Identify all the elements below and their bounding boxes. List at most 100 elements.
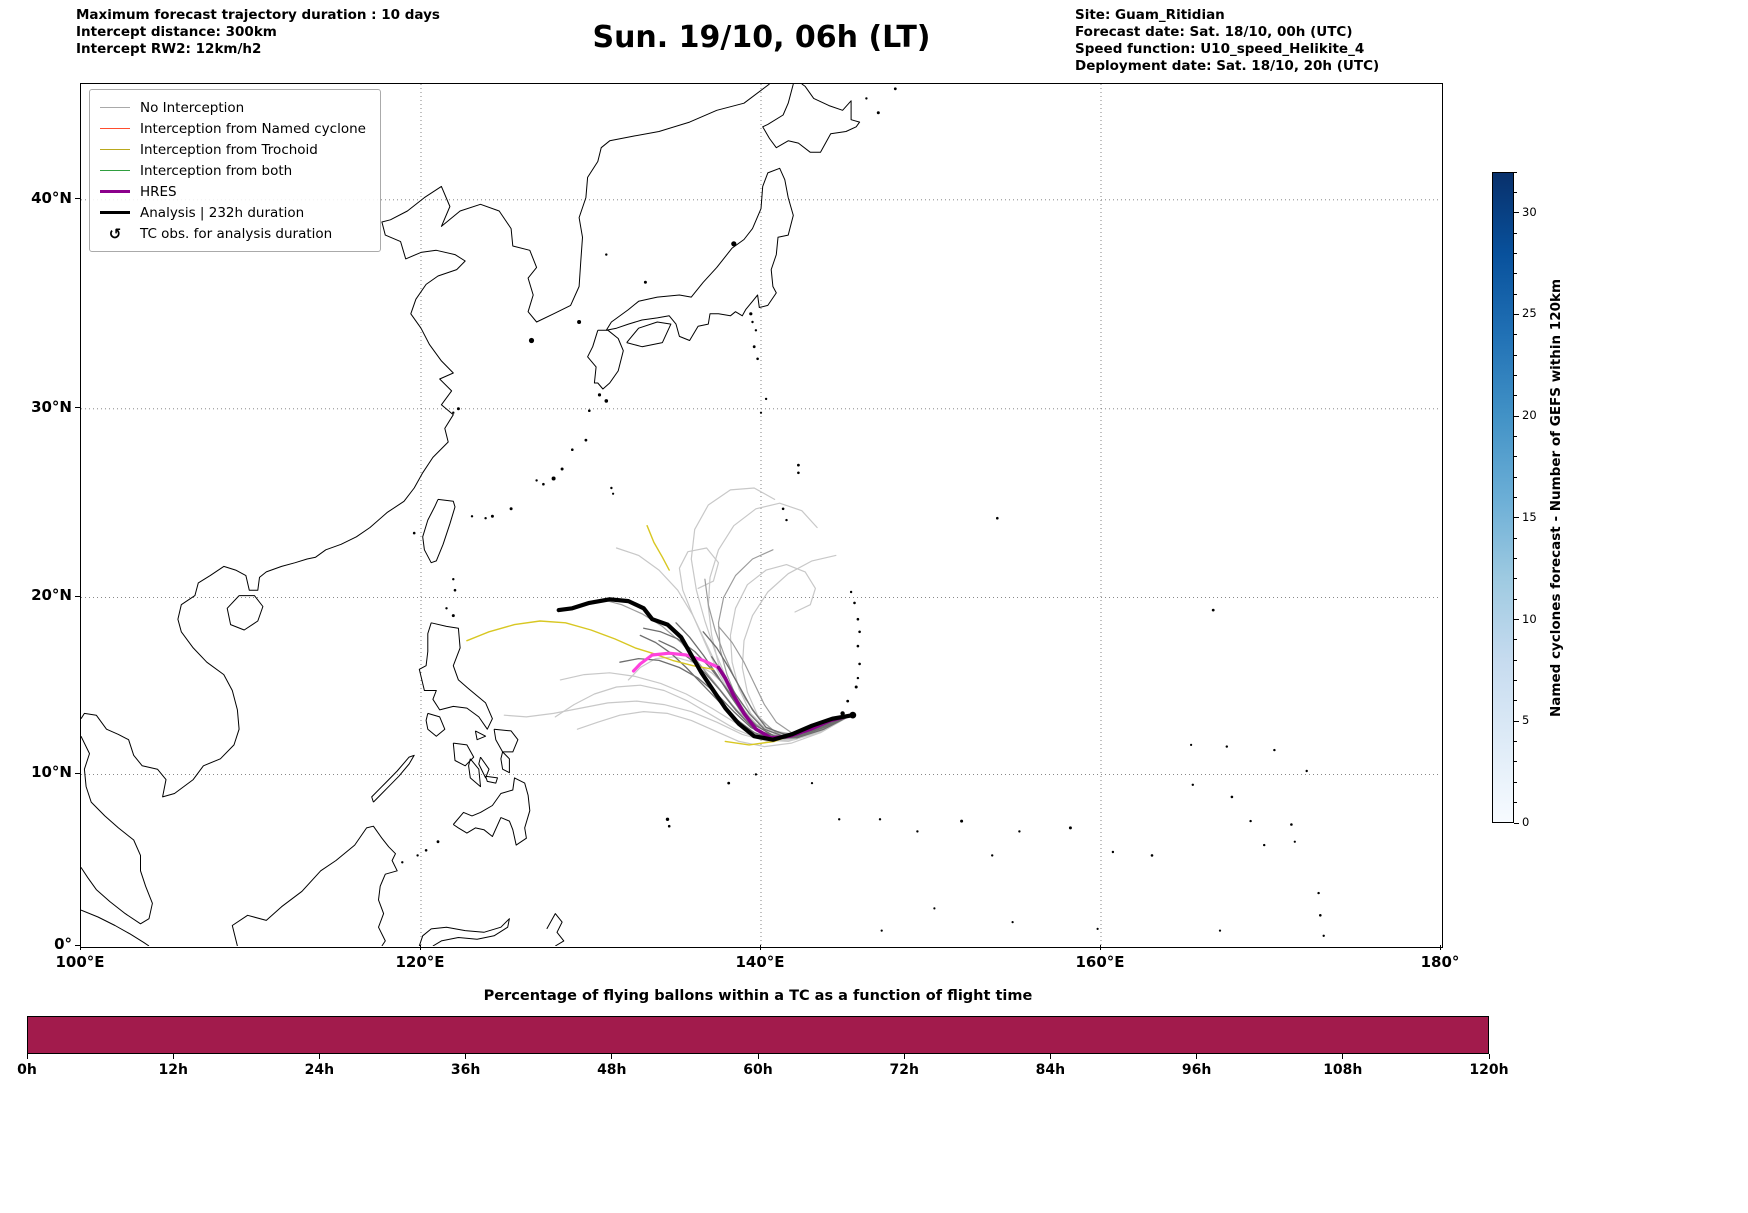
forecast-settings: Maximum forecast trajectory duration : 1… (76, 7, 440, 58)
legend-item-label: HRES (140, 183, 177, 200)
island-dot (1190, 743, 1193, 747)
island-dot (1018, 830, 1021, 833)
y-tick-label: 10°N (31, 763, 72, 782)
legend-item-label: TC obs. for analysis duration (140, 225, 333, 242)
island-dot (451, 614, 455, 618)
y-tick-label: 30°N (31, 397, 72, 416)
colorbar-tick-mark (1514, 171, 1517, 173)
bottom-tick-label: 120h (1469, 1062, 1509, 1078)
tc-obs-icon: ↺ (108, 224, 122, 243)
island-dot (436, 840, 440, 844)
bottom-tick-mark (172, 1054, 174, 1059)
trajectory-trochoid-2 (646, 525, 670, 571)
map-plot: No Interception Interception from Named c… (80, 83, 1443, 948)
colorbar-tick-label: 20 (1522, 408, 1537, 423)
y-tick-mark (75, 198, 80, 200)
legend-item-label: Interception from both (140, 162, 293, 179)
colorbar-tick-mark (1514, 802, 1517, 804)
island-dot (1011, 921, 1014, 924)
legend-item-label: Analysis | 232h duration (140, 204, 305, 221)
bottom-tick-mark (318, 1054, 320, 1059)
colorbar-tick-mark (1514, 293, 1517, 295)
colorbar-tick-mark (1514, 680, 1517, 682)
trajectory-gefs-light-03 (707, 502, 852, 741)
y-tick-label: 0° (54, 935, 72, 953)
coastline (81, 735, 153, 925)
max-trajectory-duration-text: Maximum forecast trajectory duration : 1… (76, 7, 440, 23)
colorbar-tick-mark (1514, 639, 1517, 641)
island-dot (933, 907, 936, 910)
island-dot (756, 357, 759, 361)
colorbar-tick-mark (1514, 191, 1517, 193)
trajectory-trochoid-1 (466, 620, 715, 670)
bottom-tick-label: 12h (158, 1062, 188, 1078)
island-dot (996, 516, 999, 520)
colorbar-tick-label: 5 (1522, 713, 1530, 728)
colorbar-tick-mark (1514, 273, 1517, 275)
bottom-tick-label: 48h (597, 1062, 627, 1078)
trajectory-analysis (556, 597, 855, 742)
island-dot (840, 711, 845, 716)
island-dot (665, 817, 670, 821)
colorbar-tick-mark (1514, 212, 1519, 214)
island-dot (597, 393, 602, 397)
island-dot (876, 111, 880, 115)
coastline (231, 825, 398, 946)
island-dot (1317, 891, 1320, 895)
coastline (474, 730, 487, 741)
island-dot (456, 407, 460, 411)
legend-line-swatch (100, 189, 130, 194)
island-dot (810, 782, 814, 785)
y-tick-mark (75, 944, 80, 946)
legend-line-swatch (100, 148, 130, 151)
island-dot (1211, 608, 1215, 612)
island-dot (604, 399, 609, 403)
trajectory-hres-extension (631, 651, 721, 673)
island-dot (856, 644, 860, 648)
island-dot (785, 518, 788, 522)
island-dot (667, 824, 671, 828)
island-dot (731, 241, 737, 247)
island-dot (571, 448, 574, 452)
coastline (468, 758, 481, 788)
colorbar-tick-mark (1514, 232, 1517, 234)
colorbar-tick-mark (1514, 497, 1517, 498)
colorbar-tick-mark (1514, 517, 1519, 519)
coastline (425, 712, 446, 737)
legend-item-label: Interception from Named cyclone (140, 120, 366, 137)
island-dot (854, 685, 858, 689)
coastline (493, 728, 519, 753)
colorbar-tick-mark (1514, 558, 1517, 560)
island-dot (610, 486, 613, 490)
island-dot (1150, 854, 1154, 857)
island-dot (856, 617, 860, 621)
coastline (422, 498, 456, 564)
colorbar-tick-mark (1514, 720, 1519, 722)
island-dot (781, 507, 785, 511)
coastline (226, 595, 264, 631)
coastline (452, 742, 475, 767)
y-tick-label: 40°N (31, 188, 72, 207)
intercept-rw2-text: Intercept RW2: 12km/h2 (76, 41, 262, 57)
colorbar-tick-mark (1514, 822, 1519, 824)
bottom-tick-mark (465, 1054, 467, 1059)
island-dot (551, 476, 556, 481)
bottom-tick-mark (1196, 1054, 1198, 1059)
colorbar-tick-mark (1514, 781, 1517, 783)
colorbar-tick-mark (1514, 578, 1517, 580)
coastline (762, 84, 861, 153)
coastline (81, 84, 770, 798)
island-dot (470, 515, 474, 518)
bottom-tick-label: 24h (304, 1062, 335, 1078)
y-tick-mark (75, 772, 80, 774)
legend-line-swatch (100, 210, 130, 215)
island-dot (1263, 843, 1266, 847)
x-tick-mark (1439, 945, 1441, 950)
island-dot (752, 345, 756, 349)
legend-item: No Interception (100, 97, 366, 118)
bottom-tick-label: 0h (17, 1062, 37, 1078)
coastline (500, 751, 510, 774)
trajectory-gefs-light-08 (554, 684, 852, 742)
coastline (546, 913, 565, 946)
island-dot (846, 699, 850, 703)
